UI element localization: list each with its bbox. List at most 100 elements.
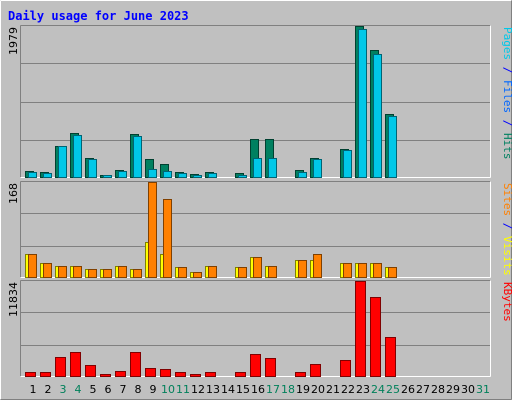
y-axis-label: Sites / Visits — [501, 183, 512, 276]
bar-files-day-2 — [43, 173, 52, 178]
bar-kbytes-day-8 — [130, 352, 141, 377]
bar-files-day-23 — [358, 29, 367, 178]
x-tick-label-day-5: 5 — [90, 383, 97, 396]
bar-kbytes-day-11 — [175, 372, 186, 377]
bar-kbytes-day-22 — [340, 360, 351, 377]
bar-files-day-9 — [148, 169, 157, 178]
bar-files-day-10 — [163, 171, 172, 178]
bar-kbytes-day-1 — [25, 372, 36, 377]
x-tick-label-day-2: 2 — [45, 383, 52, 396]
x-tick-label-day-22: 22 — [341, 383, 355, 396]
panel-visits-sites: 168 Sites / Visits — [7, 181, 512, 278]
x-tick-label-day-27: 27 — [416, 383, 430, 396]
bar-kbytes-day-10 — [160, 369, 171, 377]
x-tick-label-day-20: 20 — [311, 383, 325, 396]
y-axis-label-part: Visits — [501, 236, 512, 276]
bar-files-day-19 — [298, 172, 307, 178]
x-tick-label-day-31: 31 — [476, 383, 490, 396]
x-tick-label-day-18: 18 — [281, 383, 295, 396]
bar-sites-day-15 — [238, 267, 247, 278]
x-tick-label-day-15: 15 — [236, 383, 250, 396]
panels-group: 1979 Pages / Files / Hits 168 Sites / Visit… — [7, 25, 512, 377]
bar-kbytes-day-15 — [235, 372, 246, 377]
y-max-label: 1979 — [7, 27, 20, 55]
x-tick-label-day-28: 28 — [431, 383, 445, 396]
bar-kbytes-day-24 — [370, 297, 381, 377]
bar-files-day-25 — [388, 116, 397, 178]
x-tick-label-day-23: 23 — [356, 383, 370, 396]
x-tick-label-day-13: 13 — [206, 383, 220, 396]
bar-files-day-6 — [103, 175, 112, 178]
bar-kbytes-day-4 — [70, 352, 81, 377]
bar-kbytes-day-12 — [190, 374, 201, 377]
bar-sites-day-1 — [28, 254, 37, 278]
y-axis-label-part: Sites — [501, 183, 512, 216]
bar-sites-day-10 — [163, 199, 172, 278]
bar-kbytes-day-25 — [385, 337, 396, 377]
x-tick-label-day-25: 25 — [386, 383, 400, 396]
x-axis-labels: 1 2 3 4 5 6 7 8 9 10 11 12 13 14 15 16 17 18 19 20 21 22 23 24 2… — [30, 383, 491, 396]
bar-sites-day-24 — [373, 263, 382, 278]
bar-sites-day-19 — [298, 260, 307, 278]
x-tick-label-day-9: 9 — [150, 383, 157, 396]
bar-sites-day-12 — [193, 272, 202, 278]
x-tick-label-day-4: 4 — [75, 383, 82, 396]
x-tick-label-day-17: 17 — [266, 383, 280, 396]
series-sites — [28, 182, 397, 278]
bar-sites-day-20 — [313, 254, 322, 278]
x-tick-label-day-26: 26 — [401, 383, 415, 396]
bar-files-day-12 — [193, 175, 202, 178]
bar-files-day-15 — [238, 175, 247, 178]
bar-files-day-8 — [133, 136, 142, 178]
bar-kbytes-day-3 — [55, 357, 66, 377]
x-tick-label-day-29: 29 — [446, 383, 460, 396]
chart-title: Daily usage for June 2023 — [8, 9, 189, 23]
y-axis-label: KBytes — [501, 282, 512, 322]
bar-sites-day-6 — [103, 269, 112, 278]
bar-files-day-16 — [253, 158, 262, 178]
bar-files-day-20 — [313, 159, 322, 178]
y-max-label: 168 — [7, 183, 20, 204]
panel-kbytes: 11834 KBytes — [7, 280, 512, 377]
x-tick-label-day-12: 12 — [191, 383, 205, 396]
bar-sites-day-25 — [388, 267, 397, 278]
bar-files-day-24 — [373, 54, 382, 178]
y-axis-label: Pages / Files / Hits — [501, 27, 512, 160]
bar-kbytes-day-13 — [205, 372, 216, 377]
bar-sites-day-4 — [73, 266, 82, 278]
x-tick-label-day-30: 30 — [461, 383, 475, 396]
bar-sites-day-2 — [43, 263, 52, 278]
bar-kbytes-day-23 — [355, 281, 366, 377]
y-axis-label-part: / — [501, 113, 512, 133]
series-kbytes — [25, 281, 396, 377]
y-max-label: 11834 — [7, 282, 20, 317]
bar-sites-day-9 — [148, 182, 157, 278]
x-tick-label-day-8: 8 — [135, 383, 142, 396]
bar-files-day-17 — [268, 158, 277, 178]
bar-files-day-3 — [58, 146, 67, 178]
bar-kbytes-day-20 — [310, 364, 321, 377]
x-tick-label-day-16: 16 — [251, 383, 265, 396]
bar-sites-day-13 — [208, 266, 217, 278]
x-tick-label-day-10: 10 — [161, 383, 175, 396]
panel-hits-files-pages: 1979 Pages / Files / Hits — [7, 25, 512, 178]
bar-files-day-7 — [118, 171, 127, 178]
bar-sites-day-16 — [253, 257, 262, 278]
x-tick-label-day-7: 7 — [120, 383, 127, 396]
bar-sites-day-7 — [118, 266, 127, 278]
bar-kbytes-day-19 — [295, 372, 306, 377]
y-axis-label-part: Hits — [501, 133, 512, 160]
x-tick-label-day-1: 1 — [30, 383, 37, 396]
bar-sites-day-3 — [58, 266, 67, 278]
bar-kbytes-day-17 — [265, 358, 276, 377]
y-axis-label-part: / — [501, 216, 512, 236]
bar-kbytes-day-6 — [100, 374, 111, 377]
series-files — [28, 29, 397, 178]
bar-files-day-13 — [208, 173, 217, 178]
bar-files-day-4 — [73, 135, 82, 178]
bar-kbytes-day-7 — [115, 371, 126, 377]
x-tick-label-day-21: 21 — [326, 383, 340, 396]
x-tick-label-day-14: 14 — [221, 383, 235, 396]
x-tick-label-day-24: 24 — [371, 383, 385, 396]
